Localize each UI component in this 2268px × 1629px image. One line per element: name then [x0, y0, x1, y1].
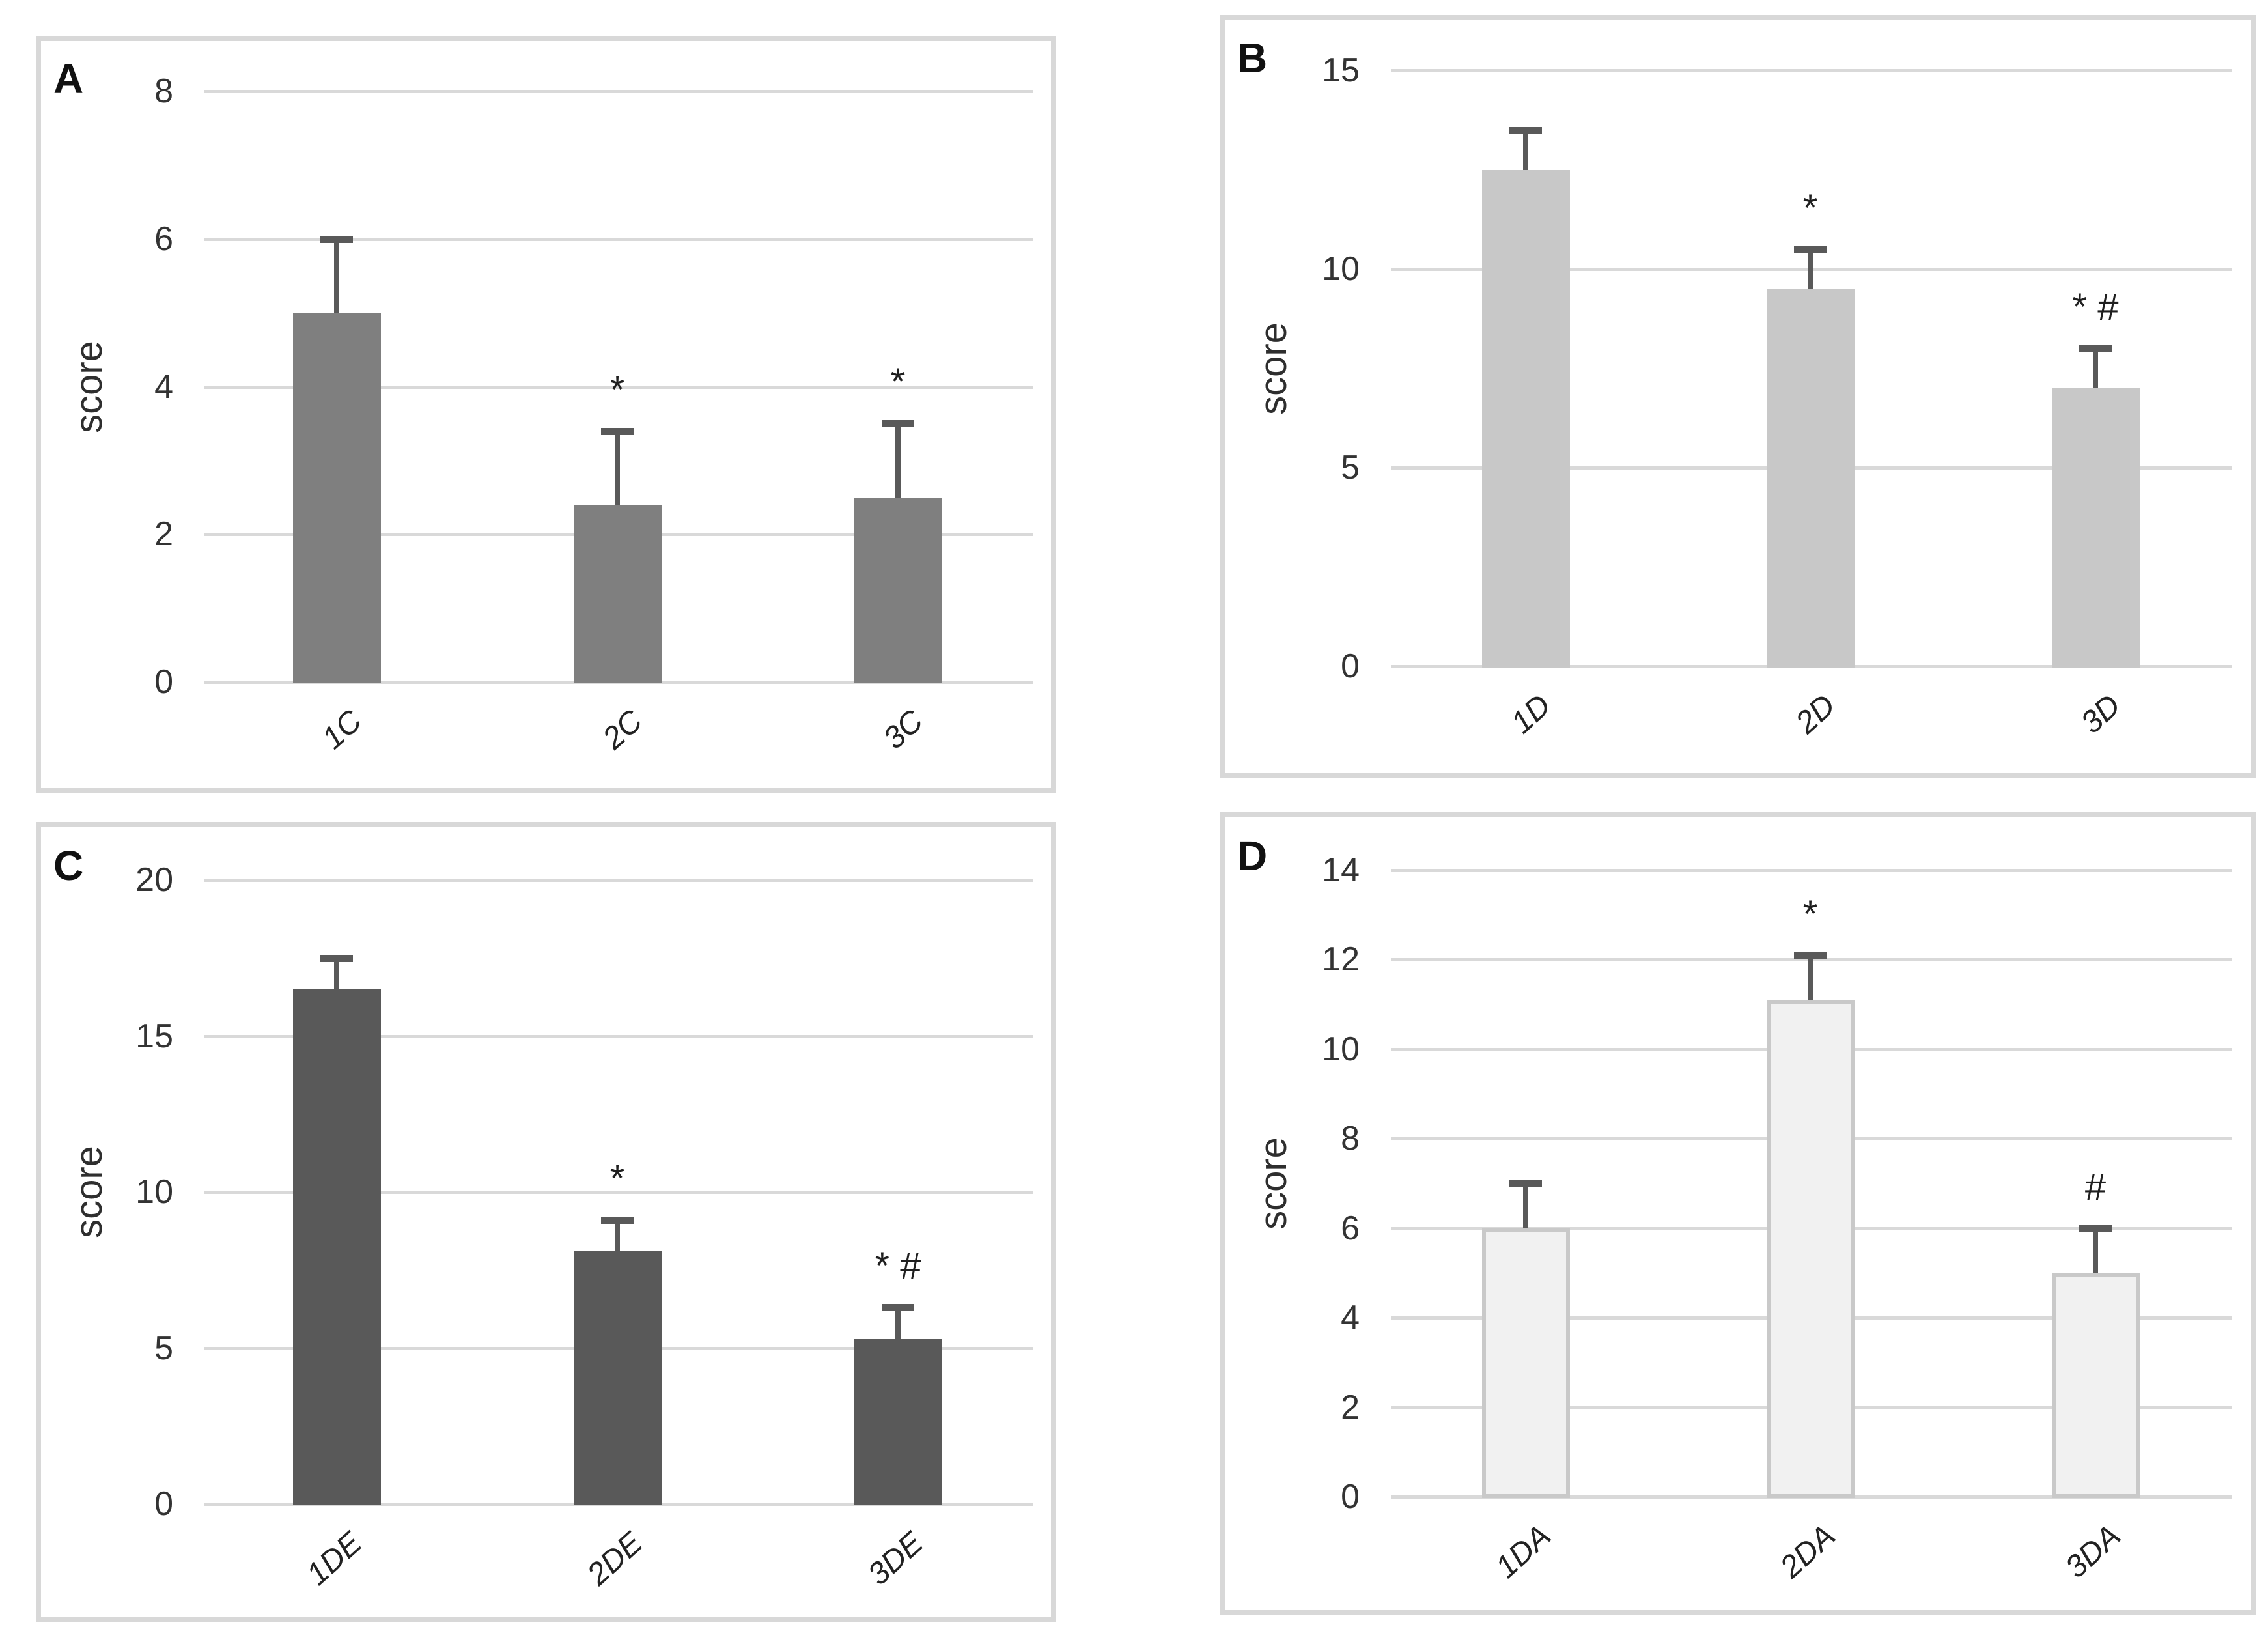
x-category-label: 1C — [315, 703, 369, 756]
error-bar-stem — [2093, 348, 2098, 388]
bar-1C — [292, 313, 381, 683]
y-tick-label: 5 — [154, 1329, 173, 1367]
significance-annotation: # — [2084, 1166, 2107, 1208]
y-axis-title: score — [1252, 322, 1295, 415]
x-category-label: 2DA — [1773, 1518, 1842, 1585]
panel-letter: A — [53, 55, 84, 102]
y-tick-label: 0 — [1341, 1478, 1360, 1516]
error-bar-stem — [1523, 1183, 1528, 1228]
x-category-label: 2DE — [580, 1525, 649, 1593]
y-tick-label: 8 — [1341, 1120, 1360, 1157]
error-bar-stem — [615, 431, 620, 505]
gridline-y14 — [1391, 869, 2232, 872]
error-bar-stem — [615, 1220, 620, 1251]
bar-3C — [854, 498, 942, 683]
gridline-y6 — [204, 238, 1033, 241]
error-bar-stem — [2093, 1228, 2098, 1273]
error-bar-cap — [1509, 127, 1542, 134]
bar-2DE — [573, 1251, 662, 1505]
significance-annotation: * — [609, 369, 625, 411]
error-bar-cap — [320, 955, 353, 962]
error-bar-stem — [334, 958, 339, 989]
bar-1DE — [292, 989, 381, 1505]
error-bar-cap — [1794, 246, 1827, 253]
bar-2D — [1766, 289, 1855, 668]
error-bar-cap — [601, 1217, 634, 1224]
error-bar-stem — [895, 423, 901, 498]
y-tick-label: 12 — [1322, 941, 1360, 978]
error-bar-cap — [1509, 1180, 1542, 1187]
error-bar-stem — [1808, 249, 1813, 289]
x-category-label: 2D — [1789, 688, 1842, 741]
y-tick-label: 14 — [1322, 851, 1360, 889]
x-category-label: 1D — [1504, 688, 1558, 741]
gridline-y8 — [204, 90, 1033, 93]
y-tick-label: 15 — [135, 1017, 173, 1055]
error-bar-stem — [334, 239, 339, 313]
bar-3DE — [854, 1339, 942, 1505]
significance-annotation: * # — [875, 1245, 921, 1287]
y-tick-label: 2 — [154, 515, 173, 553]
y-tick-label: 5 — [1341, 449, 1360, 487]
y-tick-label: 6 — [1341, 1210, 1360, 1247]
y-tick-label: 20 — [135, 861, 173, 899]
error-bar-stem — [1808, 956, 1813, 1000]
x-category-label: 1DE — [300, 1525, 369, 1593]
gridline-y4 — [204, 386, 1033, 389]
y-tick-label: 10 — [135, 1173, 173, 1211]
panel-letter: C — [53, 842, 84, 889]
error-bar-cap — [2079, 345, 2112, 352]
gridline-y20 — [204, 879, 1033, 882]
y-tick-label: 4 — [154, 368, 173, 406]
y-tick-label: 4 — [1341, 1299, 1360, 1337]
error-bar-cap — [882, 420, 914, 427]
error-bar-cap — [601, 428, 634, 435]
gridline-y15 — [204, 1035, 1033, 1038]
error-bar-cap — [320, 236, 353, 243]
y-tick-label: 15 — [1322, 51, 1360, 89]
x-category-label: 3D — [2074, 688, 2127, 741]
bar-1D — [1481, 170, 1570, 668]
gridline-y15 — [1391, 69, 2232, 72]
y-tick-label: 2 — [1341, 1389, 1360, 1426]
significance-annotation: * — [1802, 187, 1818, 229]
panel-letter: B — [1237, 35, 1268, 81]
y-tick-label: 10 — [1322, 250, 1360, 288]
bar-2DA — [1766, 1000, 1855, 1498]
x-category-label: 2C — [596, 703, 649, 756]
y-tick-label: 8 — [154, 72, 173, 110]
error-bar-stem — [1523, 130, 1528, 170]
panel-letter: D — [1237, 832, 1268, 879]
x-category-label: 3DA — [2058, 1518, 2127, 1585]
significance-annotation: * — [1802, 893, 1818, 935]
significance-annotation: * — [890, 361, 906, 403]
error-bar-cap — [882, 1304, 914, 1311]
bar-2C — [573, 505, 662, 683]
error-bar-cap — [2079, 1225, 2112, 1232]
x-category-label: 3DE — [861, 1525, 930, 1593]
x-category-label: 1DA — [1489, 1518, 1558, 1585]
y-tick-label: 10 — [1322, 1030, 1360, 1068]
bar-3DA — [2051, 1273, 2140, 1498]
significance-annotation: * — [609, 1157, 625, 1200]
bar-3D — [2051, 388, 2140, 668]
x-category-label: 3C — [876, 703, 930, 756]
significance-annotation: * # — [2072, 286, 2119, 328]
bar-1DA — [1481, 1228, 1570, 1498]
y-tick-label: 0 — [1341, 647, 1360, 685]
error-bar-stem — [895, 1307, 901, 1339]
y-tick-label: 0 — [154, 663, 173, 701]
y-tick-label: 6 — [154, 220, 173, 258]
gridline-y10 — [204, 1191, 1033, 1194]
error-bar-cap — [1794, 952, 1827, 959]
y-tick-label: 0 — [154, 1485, 173, 1523]
